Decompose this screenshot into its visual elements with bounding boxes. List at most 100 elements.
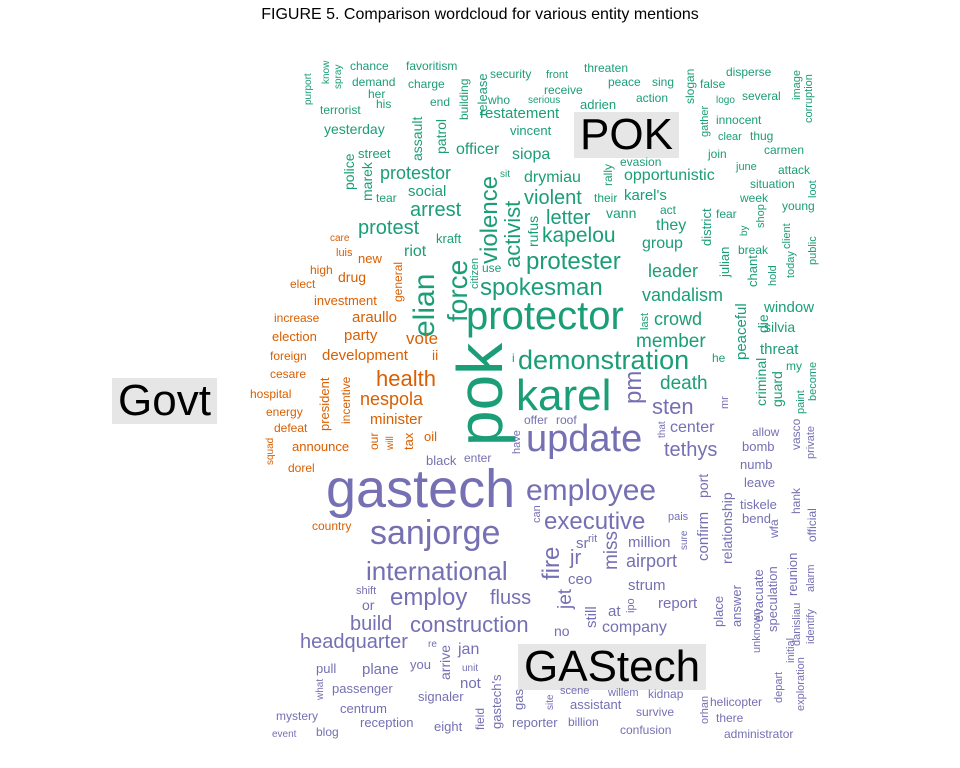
word-gastech: bend <box>742 511 771 526</box>
word-pok: spokesman <box>480 274 603 301</box>
word-gastech: fluss <box>490 587 532 609</box>
word-pok: elian <box>408 273 441 337</box>
word-pok: favoritism <box>406 59 458 73</box>
word-pok: her <box>368 87 386 101</box>
word-pok: security <box>490 67 532 81</box>
word-pok: paint <box>795 389 807 414</box>
word-pok: marek <box>359 162 375 201</box>
word-gastech: that <box>657 421 668 438</box>
word-gastech: blog <box>316 725 339 739</box>
word-pok: die <box>755 314 771 333</box>
word-pok: disperse <box>726 65 772 79</box>
word-pok: logo <box>716 95 735 106</box>
word-gastech: answer <box>729 585 744 627</box>
word-pok: leader <box>648 261 699 281</box>
word-pok: citizen <box>469 257 481 289</box>
word-gastech: place <box>711 595 726 627</box>
word-gastech: official <box>805 508 819 542</box>
word-pok: rufus <box>525 215 541 247</box>
word-pok: yesterday <box>324 121 385 137</box>
word-gastech: allow <box>752 425 780 439</box>
word-gastech: sanjorge <box>370 514 501 552</box>
word-pok: threat <box>760 341 799 358</box>
group-label-govt: Govt <box>112 378 217 424</box>
word-gastech: employ <box>390 584 468 611</box>
word-govt: luis <box>336 247 353 259</box>
word-gastech: shift <box>356 585 377 597</box>
word-pok: act <box>660 203 677 217</box>
word-gastech: identify <box>805 609 817 644</box>
word-pok: their <box>594 191 618 205</box>
word-govt: president <box>317 377 332 431</box>
word-gastech: private <box>805 425 817 459</box>
word-govt: party <box>344 327 378 344</box>
word-pok: officer <box>456 141 500 158</box>
word-pok: charge <box>408 77 445 91</box>
word-gastech: executive <box>544 508 646 535</box>
word-pok: public <box>807 236 819 265</box>
word-gastech: exploration <box>795 656 807 711</box>
word-pok: protest <box>358 217 420 239</box>
word-govt: our <box>367 432 381 450</box>
word-pok: karel <box>516 371 612 420</box>
word-pok: carmen <box>764 143 805 157</box>
word-gastech: at <box>608 603 621 620</box>
word-gastech: bomb <box>742 439 775 454</box>
word-gastech: scene <box>560 685 590 697</box>
word-govt: election <box>272 329 317 344</box>
word-gastech: mystery <box>276 709 318 723</box>
word-govt: high <box>310 263 333 277</box>
word-gastech: you <box>410 657 431 672</box>
word-pok: break <box>738 243 769 257</box>
word-gastech: port <box>695 473 711 498</box>
word-govt: hospital <box>250 387 292 401</box>
word-govt: oil <box>424 429 438 444</box>
word-gastech: report <box>658 595 698 612</box>
word-gastech: rit <box>588 533 598 545</box>
word-govt: general <box>391 261 405 302</box>
word-gastech: international <box>366 556 508 586</box>
word-pok: serious <box>528 95 561 106</box>
word-pok: terrorist <box>320 103 361 117</box>
word-gastech: assistant <box>570 697 622 712</box>
word-gastech: hank <box>789 487 803 514</box>
word-pok: opportunistic <box>624 167 715 184</box>
figure-title: FIGURE 5. Comparison wordcloud for vario… <box>261 6 699 23</box>
word-gastech: pais <box>668 511 689 523</box>
word-govt: araullo <box>352 309 398 326</box>
word-pok: i <box>512 351 515 365</box>
word-pok: chant <box>745 254 760 287</box>
word-pok: attack <box>778 163 811 177</box>
word-pok: week <box>740 191 769 205</box>
word-govt: announce <box>292 439 350 454</box>
word-pok: corruption <box>803 74 815 123</box>
word-govt: drug <box>338 269 367 285</box>
word-gastech: build <box>350 613 393 635</box>
word-govt: new <box>358 251 382 266</box>
word-pok: image <box>791 69 803 100</box>
word-pok: evasion <box>620 155 662 169</box>
word-govt: ii <box>432 347 439 363</box>
word-gastech: have <box>511 430 523 454</box>
word-govt: dorel <box>288 461 315 475</box>
word-gastech: confusion <box>620 723 672 737</box>
word-pok: spray <box>333 64 344 89</box>
word-pok: client <box>781 223 793 249</box>
word-gastech: sten <box>652 394 694 419</box>
word-pok: pok <box>444 342 516 446</box>
word-govt: country <box>312 519 352 533</box>
word-gastech: reception <box>360 715 414 730</box>
word-gastech: helicopter <box>710 695 763 709</box>
word-pok: protector <box>466 294 624 338</box>
word-gastech: evacuate <box>751 569 766 622</box>
word-pok: peace <box>608 75 641 89</box>
word-govt: investment <box>314 293 377 308</box>
word-gastech: administrator <box>724 727 794 741</box>
word-gastech: unit <box>462 663 479 674</box>
word-gastech: gastech's <box>489 673 504 729</box>
word-govt: minister <box>370 411 423 428</box>
word-pok: gather <box>699 105 711 137</box>
word-gastech: jr <box>570 547 582 569</box>
word-govt: energy <box>266 405 303 419</box>
word-gastech: ipo <box>625 597 637 613</box>
